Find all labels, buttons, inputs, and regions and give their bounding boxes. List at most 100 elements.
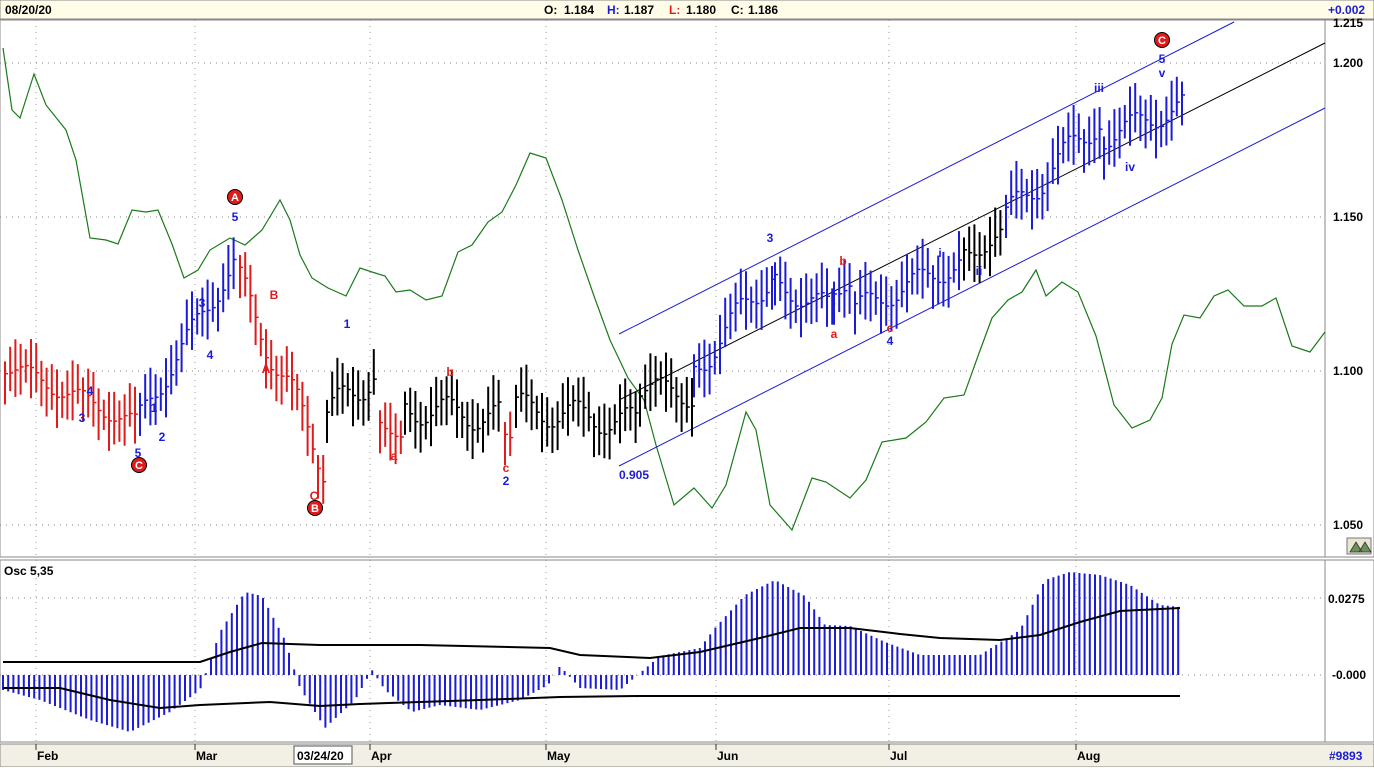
ohlc-bar-140 — [729, 293, 734, 340]
ohlc-bar-31 — [165, 358, 169, 418]
ohlc-bar-115 — [603, 403, 608, 459]
ohlc-bar-130 — [680, 383, 685, 432]
cursor-date-box[interactable] — [293, 745, 353, 765]
ohlc-bar-198 — [1025, 178, 1030, 213]
ohlc-bar-39 — [206, 279, 211, 340]
wave-label-25: ii — [976, 264, 983, 278]
ohlc-bar-135 — [703, 339, 708, 398]
wave-label-26: iii — [1094, 81, 1104, 95]
high-label: H: — [607, 3, 620, 17]
month-label-apr: Apr — [371, 749, 392, 763]
ohlc-bar-190 — [983, 235, 988, 269]
wave-label-5: 2 — [159, 430, 166, 444]
price-tick-1.150: 1.150 — [1333, 210, 1363, 224]
wave-label-18: 2 — [503, 474, 510, 488]
ohlc-bar-80 — [419, 401, 424, 453]
scale-icon[interactable] — [1346, 537, 1372, 555]
ohlc-bar-27 — [144, 374, 149, 419]
ohlc-bar-76 — [399, 420, 404, 455]
ohlc-bar-109 — [572, 385, 577, 422]
ohlc-bar-147 — [765, 267, 770, 307]
ohlc-bar-108 — [567, 377, 571, 436]
ohlc-bar-53 — [280, 355, 285, 405]
ohlc-bar-202 — [1046, 162, 1051, 212]
ohlc-bar-174 — [900, 261, 905, 308]
ohlc-bar-116 — [608, 407, 613, 460]
ohlc-bar-150 — [779, 256, 784, 301]
ohlc-bar-207 — [1072, 104, 1077, 165]
ohlc-bar-205 — [1062, 127, 1067, 164]
osc-bars — [2, 572, 1180, 732]
price-axis-panel — [1324, 19, 1374, 558]
ohlc-bar-58 — [306, 396, 311, 456]
indicator-line-group — [2, 47, 1326, 532]
month-label-jun: Jun — [717, 749, 738, 763]
cursor-date: 03/24/20 — [297, 749, 344, 763]
ohlc-bar-122 — [639, 383, 643, 427]
low-value: 1.180 — [686, 3, 716, 17]
ohlc-bar-19 — [102, 399, 107, 430]
ohlc-bar-95 — [497, 379, 502, 432]
ohlc-bar-184 — [952, 252, 957, 283]
ohlc-bar-163 — [843, 259, 848, 318]
ohlc-bar-117 — [613, 404, 618, 435]
ohlc-bar-134 — [698, 343, 703, 388]
ohlc-bar-70 — [367, 372, 372, 421]
ohlc-bar-206 — [1067, 112, 1072, 162]
ohlc-bar-97 — [509, 411, 514, 456]
ohlc-bar-81 — [424, 406, 429, 440]
ohlc-bar-55 — [291, 351, 295, 411]
ohlc-bar-99 — [520, 367, 525, 412]
ohlc-bar-167 — [864, 261, 869, 320]
ohlc-bar-82 — [430, 386, 434, 447]
osc-tick-zero: -0.000 — [1332, 668, 1366, 682]
osc-axis-panel — [1324, 559, 1374, 743]
month-label-mar: Mar — [196, 749, 218, 763]
ohlc-bar-79 — [414, 390, 419, 449]
ohlc-bar-43 — [227, 244, 232, 300]
ohlc-bar-68 — [357, 370, 362, 420]
wave-label-30: C — [1158, 35, 1166, 47]
ohlc-bar-212 — [1098, 107, 1103, 159]
ohlc-bar-89 — [466, 401, 471, 451]
ohlc-bar-62 — [326, 399, 330, 443]
ohlc-bar-8 — [45, 367, 50, 417]
ohlc-bar-132 — [691, 378, 695, 437]
month-axis: Feb Mar Apr May Jun Jul Aug — [35, 744, 1100, 763]
ohlc-bar-114 — [598, 406, 603, 456]
ohlc-bar-125 — [654, 356, 659, 407]
ohlc-bar-17 — [92, 372, 97, 427]
ohlc-bar-32 — [170, 345, 175, 395]
ohlc-bar-65 — [341, 363, 346, 414]
wave-label-16: b — [446, 365, 453, 379]
ohlc-bar-175 — [906, 253, 910, 313]
ohlc-bar-46 — [244, 252, 249, 297]
osc-upper-line — [3, 607, 1181, 663]
wave-label-27: iv — [1125, 160, 1135, 174]
ohlc-bar-218 — [1129, 86, 1133, 146]
ohlc-bar-209 — [1083, 129, 1087, 173]
ohlc-bar-4 — [24, 349, 29, 383]
ohlc-bar-204 — [1057, 125, 1061, 185]
ohlc-bar-74 — [389, 402, 394, 461]
ohlc-bar-189 — [978, 232, 983, 283]
channel-lines — [618, 21, 1326, 467]
indicator-line — [2, 47, 1326, 532]
wave-label-17: c — [503, 461, 510, 475]
price-tick-1.100: 1.100 — [1333, 364, 1363, 378]
ohlc-bar-91 — [476, 403, 481, 443]
ohlc-bar-152 — [789, 277, 794, 329]
ohlc-bar-182 — [942, 251, 947, 307]
wave-label-11: A — [262, 362, 271, 376]
ohlc-bar-56 — [296, 373, 301, 411]
wave-label-0: 4 — [87, 384, 94, 398]
ohlc-bar-85 — [445, 376, 450, 426]
ohlc-bar-151 — [784, 261, 789, 320]
wave-label-8: 5 — [232, 210, 239, 224]
wave-label-24: i — [938, 246, 941, 260]
ohlc-bar-124 — [649, 353, 654, 411]
ohlc-bar-123 — [644, 364, 649, 409]
ohlc-bar-188 — [973, 224, 978, 283]
ohlc-bar-106 — [556, 401, 561, 451]
